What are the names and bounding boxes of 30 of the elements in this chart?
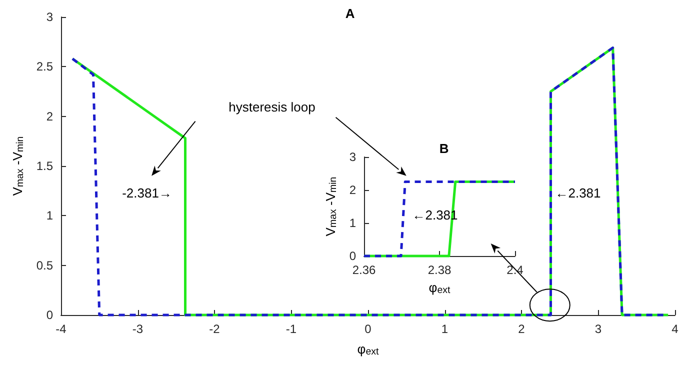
- y-tick-label: 2: [46, 109, 54, 124]
- x-tick-label: 3: [594, 322, 602, 336]
- y-axis-title: Vmax -Vmin: [10, 136, 26, 196]
- x-tick-label: -2: [209, 322, 220, 336]
- y-tick-label: 3: [46, 10, 54, 24]
- y-tick-label: 2.5: [36, 60, 54, 74]
- y-tick-label: 1: [349, 216, 356, 230]
- y-tick-label: 2: [349, 183, 356, 197]
- y-tick-label: 0.5: [36, 258, 54, 272]
- y-tick-label: 3: [349, 150, 356, 164]
- x-tick-label: -4: [56, 322, 67, 336]
- y-axis-title: Vmax -Vmin: [323, 176, 339, 236]
- x-tick-label: 4: [672, 322, 679, 336]
- x-tick-label: 2.36: [352, 263, 376, 277]
- chart-title: B: [439, 141, 449, 156]
- y-tick-label: 0: [46, 308, 54, 322]
- y-tick-label: 1: [46, 208, 54, 223]
- annotation: hysteresis loop: [228, 100, 316, 114]
- annotation: ←2.381: [555, 186, 601, 200]
- x-tick-label: -1: [286, 322, 297, 336]
- x-tick-label: 2.38: [428, 263, 452, 277]
- x-tick-label: -3: [132, 322, 144, 336]
- x-tick-label: 1: [441, 322, 448, 336]
- line-series: [71, 46, 670, 316]
- annotation: -2.381→: [122, 186, 172, 200]
- x-tick-label: 0: [364, 322, 372, 336]
- chart-title: A: [345, 6, 356, 21]
- y-tick-label: 1.5: [36, 159, 54, 173]
- x-tick-label: 2: [518, 322, 526, 336]
- y-tick-label: 0: [349, 249, 356, 263]
